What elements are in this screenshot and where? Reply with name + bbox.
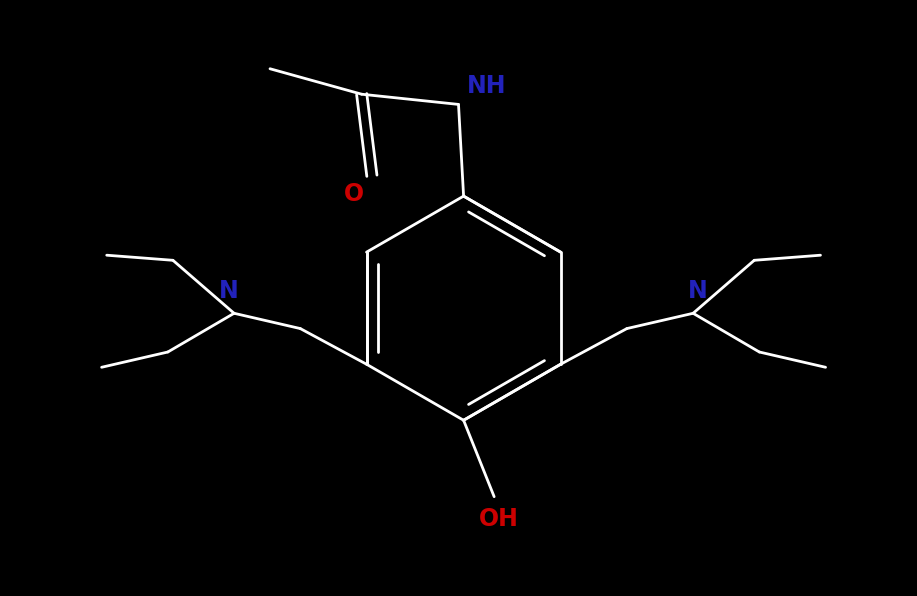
Text: O: O [344, 182, 364, 206]
Text: NH: NH [468, 74, 507, 98]
Text: OH: OH [480, 507, 519, 531]
Text: N: N [219, 279, 238, 303]
Text: N: N [689, 279, 708, 303]
